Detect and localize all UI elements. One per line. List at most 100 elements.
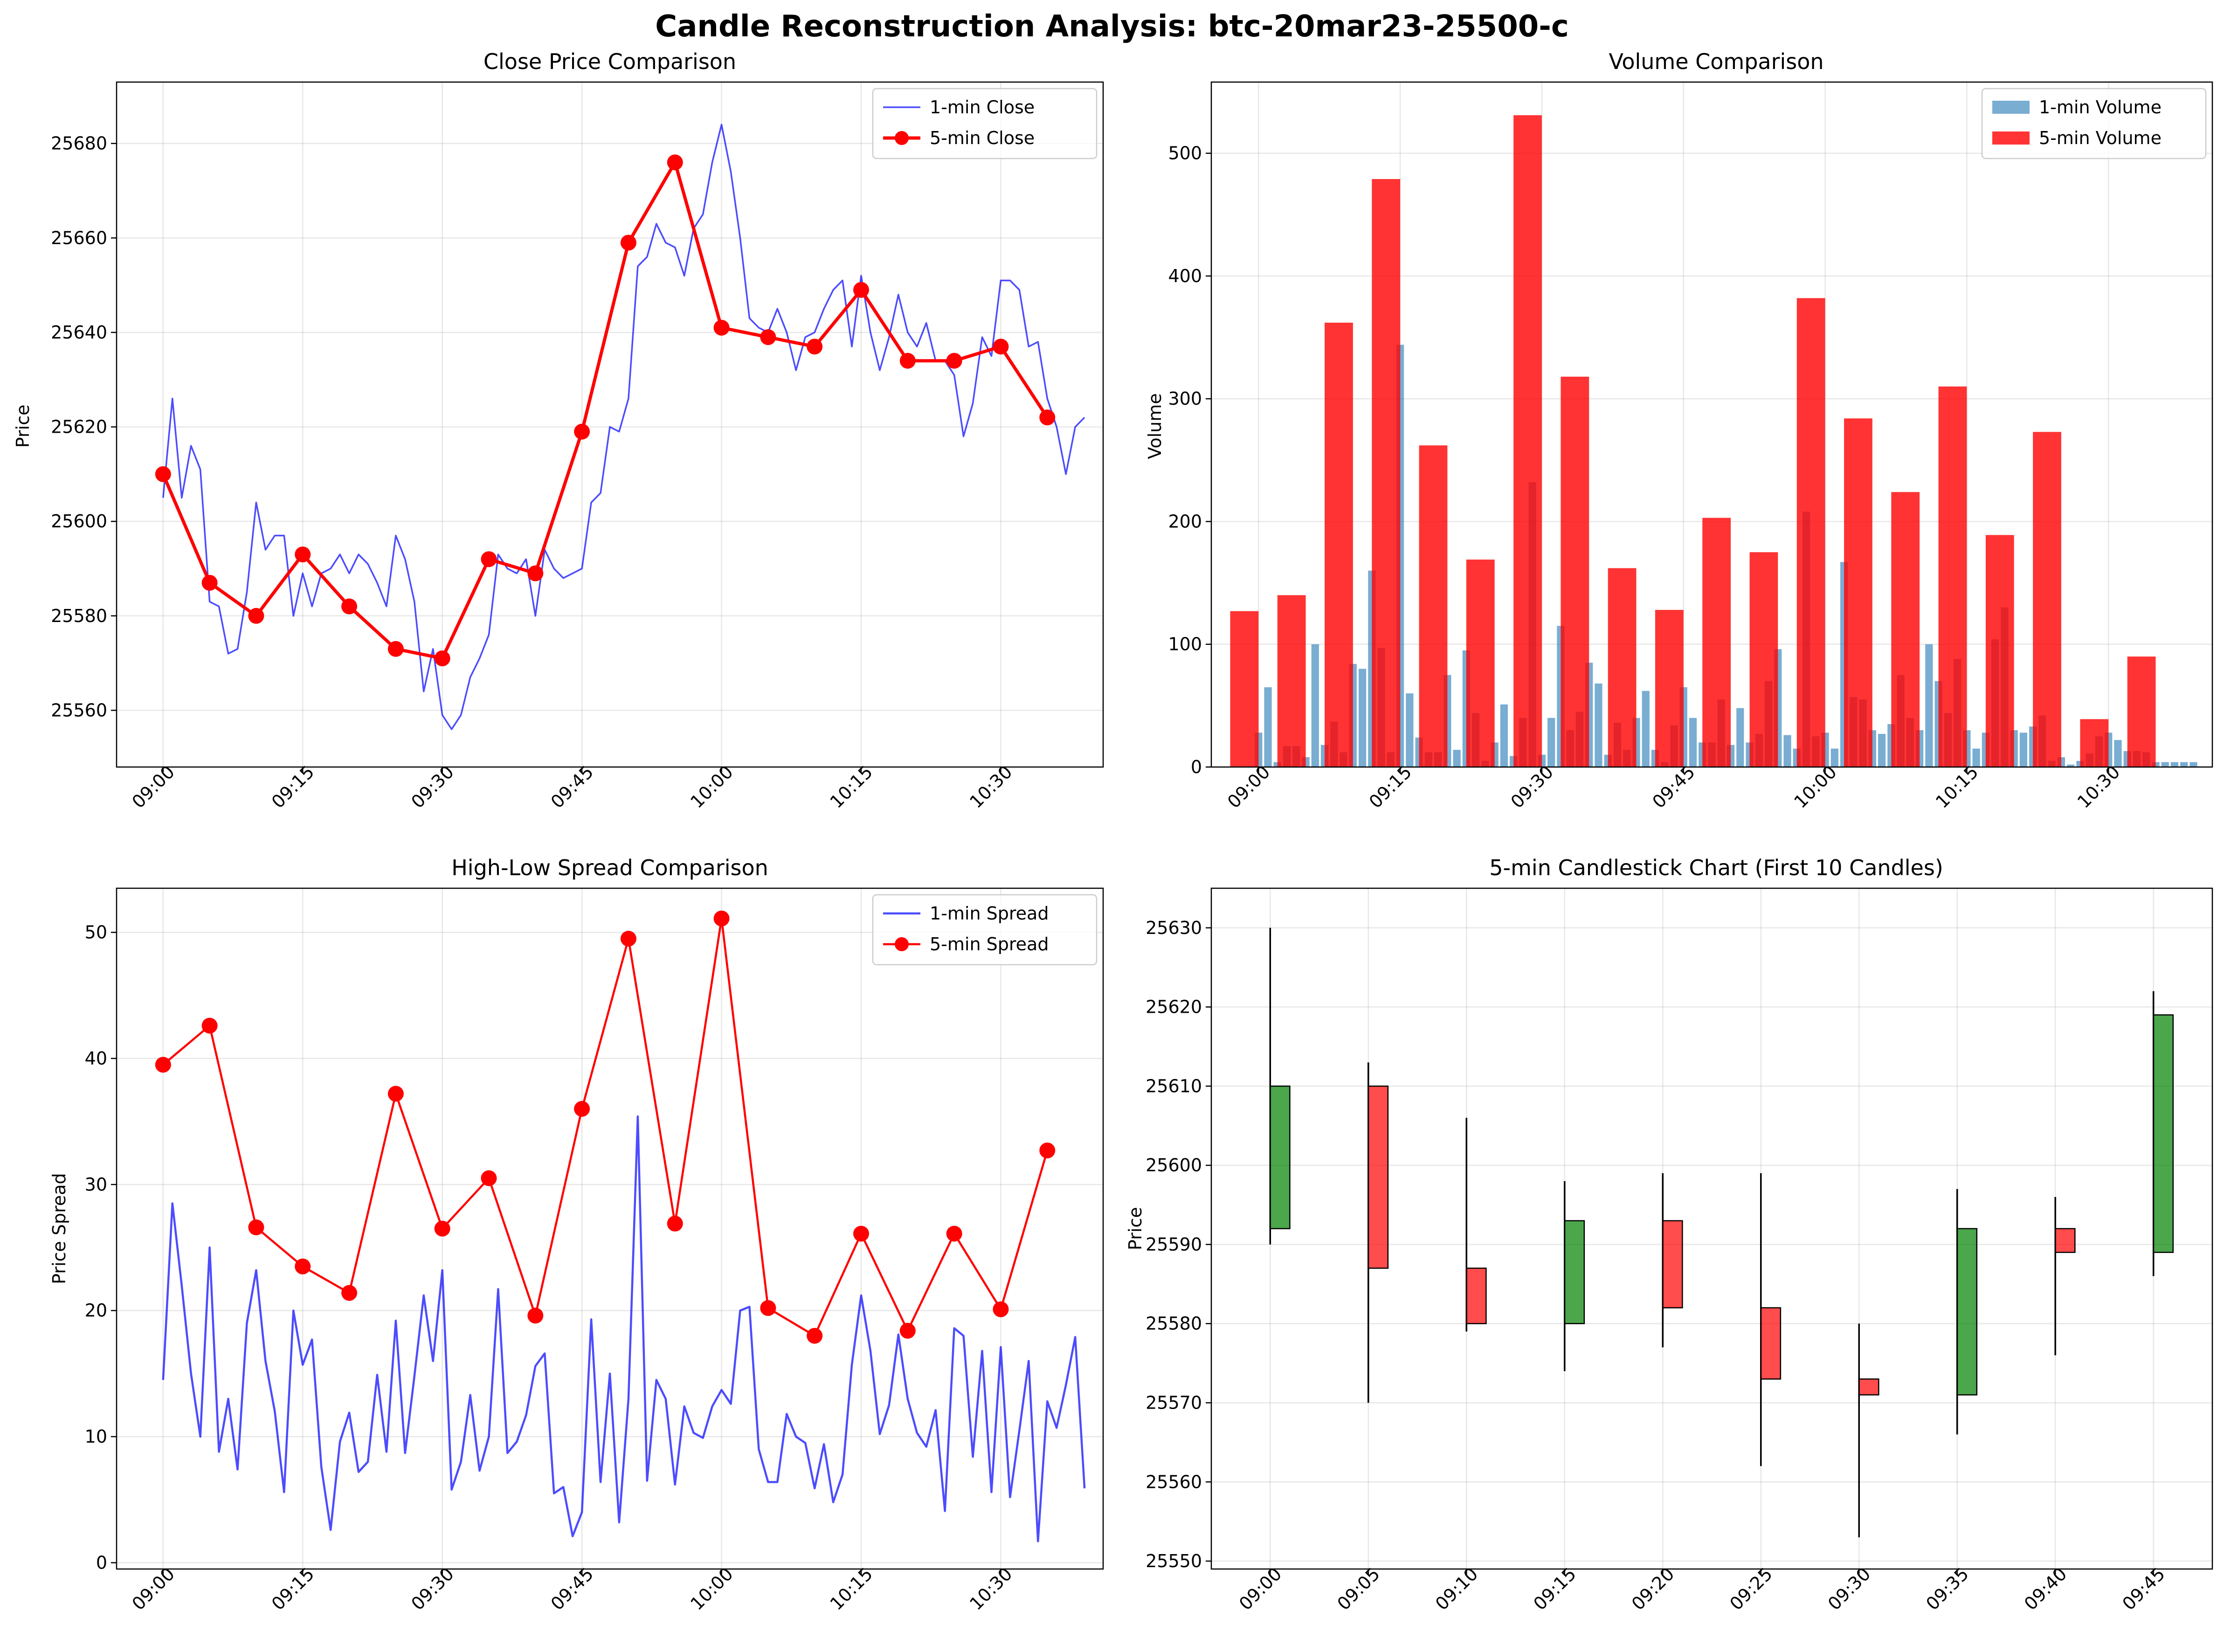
spread-ytick-label: 40 [85, 1048, 107, 1069]
volume-5min-bar [2080, 719, 2109, 767]
spread-5min-line [162, 917, 1049, 1337]
close-price-legend-label: 5-min Close [930, 128, 1035, 148]
close-price-panel: Close Price Comparison Price 25560 25580 2… [13, 49, 1104, 812]
close-5min-point [434, 650, 450, 666]
volume-1min-bar [1264, 687, 1272, 767]
close-price-ytick-label: 25620 [51, 417, 107, 437]
volume-1min-bar [1925, 644, 1933, 767]
spread-5min-point [899, 1323, 916, 1339]
volume-5min-bar [1608, 568, 1637, 767]
volume-5min-bar [1702, 518, 1731, 767]
close-5min-line [161, 160, 1049, 660]
spread-legend-marker [895, 937, 909, 951]
candlestick-title: 5-min Candlestick Chart (First 10 Candle… [1489, 855, 1943, 880]
volume-5min-bar [2127, 657, 2156, 767]
volume-legend-label: 5-min Volume [2039, 128, 2162, 148]
volume-5min-bar [1796, 298, 1825, 767]
spread-5min-point [807, 1327, 823, 1344]
volume-1min-bar [1358, 669, 1367, 767]
close-5min-point [481, 551, 497, 567]
volume-title: Volume Comparison [1609, 49, 1823, 74]
volume-1min-bar [1830, 748, 1838, 767]
spread-5min-point [481, 1170, 497, 1186]
volume-5min-bar [1372, 179, 1401, 767]
close-5min-point [155, 466, 171, 482]
close-5min-point [807, 339, 823, 355]
close-1min-line [162, 124, 1085, 730]
close-price-legend-label: 1-min Close [930, 97, 1035, 118]
close-5min-point [295, 546, 311, 563]
close-5min-point [387, 641, 404, 657]
close-price-ytick-label: 25580 [51, 606, 107, 626]
volume-5min-bar [1985, 535, 2014, 767]
spread-5min-point [201, 1017, 218, 1034]
close-price-frame [116, 81, 1104, 768]
volume-1min-bar [1406, 693, 1414, 767]
spread-5min-point [760, 1300, 776, 1316]
volume-ytick-label: 0 [1191, 757, 1202, 777]
close-price-ytick-label: 25560 [51, 700, 107, 720]
figure-title: Candle Reconstruction Analysis: btc-20ma… [655, 9, 1569, 44]
volume-legend-swatch [1992, 101, 2030, 114]
close-5min-point [527, 565, 544, 581]
candle-body [1662, 1220, 1683, 1309]
close-5min-point [993, 339, 1009, 355]
candle-body [2054, 1228, 2076, 1253]
volume-1min-bar [2019, 733, 2028, 767]
spread-5min-point [527, 1307, 544, 1324]
spread-1min-line [162, 1115, 1086, 1542]
volume-5min-bar [1655, 610, 1684, 767]
volume-frame [1210, 81, 2213, 768]
spread-ytick-label: 50 [85, 922, 107, 943]
volume-ytick-label: 500 [1168, 143, 1202, 164]
spread-panel: High-Low Spread Comparison Price Spread … [49, 855, 1104, 1614]
candle-body [1564, 1220, 1585, 1324]
volume-ylabel: Volume [1145, 393, 1165, 459]
spread-5min-point [620, 931, 636, 947]
volume-1min-bar [1736, 708, 1744, 767]
candle-body [1466, 1267, 1487, 1324]
close-price-ytick-label: 25660 [51, 228, 107, 248]
spread-5min-point [341, 1285, 358, 1301]
spread-ylabel: Price Spread [49, 1173, 69, 1285]
volume-5min-bar [1891, 492, 1920, 767]
volume-ytick-label: 300 [1168, 388, 1202, 409]
candlestick-ytick-label: 25620 [1146, 997, 1202, 1017]
volume-legend [1981, 88, 2207, 159]
volume-1min-bar [1500, 704, 1508, 767]
close-price-ytick-label: 25600 [51, 511, 107, 532]
spread-5min-point [993, 1301, 1009, 1318]
volume-1min-bar [2114, 740, 2122, 767]
candle-body [1956, 1228, 1978, 1396]
spread-ytick-label: 10 [85, 1426, 107, 1447]
close-price-ytick-label: 25640 [51, 322, 107, 343]
volume-1min-bar [2180, 762, 2188, 767]
candlestick-ytick-label: 25580 [1146, 1313, 1202, 1334]
volume-5min-bar [1277, 595, 1306, 767]
spread-5min-point [387, 1085, 404, 1102]
spread-ytick-label: 20 [85, 1300, 107, 1321]
volume-ytick-label: 100 [1168, 634, 1202, 655]
close-5min-point [667, 154, 683, 171]
volume-5min-bar [2033, 432, 2061, 767]
spread-title: High-Low Spread Comparison [451, 855, 768, 880]
candlestick-ytick-label: 25610 [1146, 1076, 1202, 1096]
close-price-legend [872, 88, 1098, 159]
close-5min-point [201, 574, 218, 591]
candle-body [1858, 1378, 1879, 1396]
spread-ytick-label: 30 [85, 1174, 107, 1195]
spread-5min-point [1039, 1142, 1056, 1159]
spread-legend [872, 894, 1098, 966]
volume-5min-bar [1325, 322, 1353, 767]
close-5min-point [620, 235, 636, 251]
spread-legend-label: 1-min Spread [930, 903, 1049, 924]
volume-5min-bar [1419, 445, 1448, 767]
close-5min-point [899, 353, 916, 369]
volume-legend-swatch [1992, 131, 2030, 145]
candle-body [1270, 1085, 1291, 1230]
candlestick-ytick-label: 25550 [1146, 1551, 1202, 1571]
volume-1min-bar [2067, 764, 2075, 767]
spread-5min-point [574, 1101, 590, 1117]
candle-body [1760, 1307, 1782, 1380]
